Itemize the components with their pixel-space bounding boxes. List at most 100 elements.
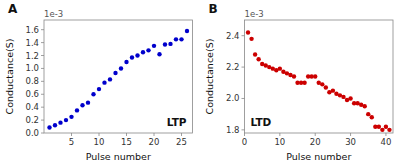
- point: [292, 74, 296, 78]
- point: [91, 92, 95, 96]
- panel-annotation: LTP: [167, 116, 187, 128]
- scale-note: 1e-3: [245, 9, 264, 19]
- panel: 0.0 0.2 0.4 0.6 0.8 1.0 1.2 1.4 1.6 5 10 15 20 25 Puls…: [4, 2, 193, 162]
- x-tick: [350, 133, 351, 136]
- point: [108, 77, 112, 81]
- y-tick: [242, 98, 245, 99]
- y-tick-label: 1.6: [25, 25, 39, 35]
- y-tick-label: 0.2: [25, 115, 39, 125]
- point: [157, 52, 161, 56]
- y-tick: [242, 67, 245, 68]
- y-tick: [41, 120, 44, 121]
- scale-note: 1e-3: [44, 9, 63, 19]
- y-tick-label: 2.0: [226, 93, 240, 103]
- x-tick: [181, 133, 182, 136]
- x-tick: [315, 133, 316, 136]
- y-tick: [242, 129, 245, 130]
- point: [324, 85, 328, 89]
- point: [119, 66, 123, 70]
- y-tick-label: 0.6: [25, 89, 39, 99]
- point: [246, 30, 250, 34]
- point: [141, 50, 145, 54]
- point: [130, 55, 134, 59]
- y-tick: [41, 81, 44, 82]
- point: [366, 112, 370, 116]
- x-tick-label: 10: [274, 137, 285, 147]
- points: [246, 30, 392, 132]
- y-tick: [41, 68, 44, 69]
- y-tick: [242, 35, 245, 36]
- x-tick: [279, 133, 280, 136]
- x-axis-label: Pulse number: [86, 151, 151, 162]
- y-tick-label: 1.8: [226, 125, 240, 135]
- x-tick-label: 15: [121, 137, 132, 147]
- y-tick-label: 1.4: [25, 38, 39, 48]
- panel: 1.82.02.22.4010203040Pulse numberConduct…: [204, 2, 393, 162]
- point: [75, 108, 79, 112]
- y-tick: [41, 94, 44, 95]
- point: [313, 74, 317, 78]
- x-axis-label: Pulse number: [286, 151, 351, 162]
- point: [253, 52, 257, 56]
- points: [47, 29, 189, 130]
- y-tick: [41, 133, 44, 134]
- point: [320, 82, 324, 86]
- point: [348, 96, 352, 100]
- point: [256, 57, 260, 61]
- point: [185, 29, 189, 33]
- point: [102, 80, 106, 84]
- x-tick: [71, 133, 72, 136]
- x-tick-label: 40: [381, 137, 392, 147]
- point: [97, 87, 101, 91]
- y-tick-label: 1.2: [25, 51, 39, 61]
- point: [135, 53, 139, 57]
- point: [69, 115, 73, 119]
- point: [387, 128, 391, 132]
- point: [341, 95, 345, 99]
- point: [377, 125, 381, 129]
- point: [47, 125, 51, 129]
- y-tick-label: 2.2: [226, 62, 240, 72]
- point: [380, 128, 384, 132]
- point: [331, 88, 335, 92]
- y-tick-label: 0.4: [25, 102, 39, 112]
- point: [80, 103, 84, 107]
- point: [174, 37, 178, 41]
- x-tick-label: 10: [94, 137, 105, 147]
- x-tick-label: 20: [149, 137, 160, 147]
- point: [113, 71, 117, 75]
- x-tick: [126, 133, 127, 136]
- x-tick-label: 20: [310, 137, 321, 147]
- y-tick: [41, 42, 44, 43]
- y-tick-label: 0.8: [25, 76, 39, 86]
- y-tick-label: 2.4: [226, 31, 240, 41]
- x-tick: [244, 133, 245, 136]
- y-tick: [41, 55, 44, 56]
- x-tick-label: 25: [176, 137, 187, 147]
- x-tick: [154, 133, 155, 136]
- y-axis-label: Conductance(S): [204, 39, 215, 115]
- panel-label: A: [8, 2, 18, 16]
- x-tick-label: 0: [242, 137, 247, 147]
- y-tick-label: 1.0: [25, 63, 39, 73]
- figure: 0.0 0.2 0.4 0.6 0.8 1.0 1.2 1.4 1.6 5 10 15 20 25 Puls…: [0, 0, 401, 164]
- y-tick: [41, 29, 44, 30]
- x-tick-label: 5: [69, 137, 74, 147]
- point: [64, 118, 68, 122]
- point: [302, 81, 306, 85]
- point: [86, 100, 90, 104]
- plot-frame: [245, 20, 394, 133]
- y-tick-label: 0.0: [25, 128, 39, 138]
- point: [384, 125, 388, 129]
- x-tick: [385, 133, 386, 136]
- y-axis-label: Conductance(S): [4, 39, 15, 115]
- point: [53, 123, 57, 127]
- point: [179, 37, 183, 41]
- x-tick: [99, 133, 100, 136]
- point: [146, 48, 150, 52]
- point: [163, 42, 167, 46]
- panel-label: B: [209, 2, 218, 16]
- point: [363, 104, 367, 108]
- point: [370, 115, 374, 119]
- point: [249, 37, 253, 41]
